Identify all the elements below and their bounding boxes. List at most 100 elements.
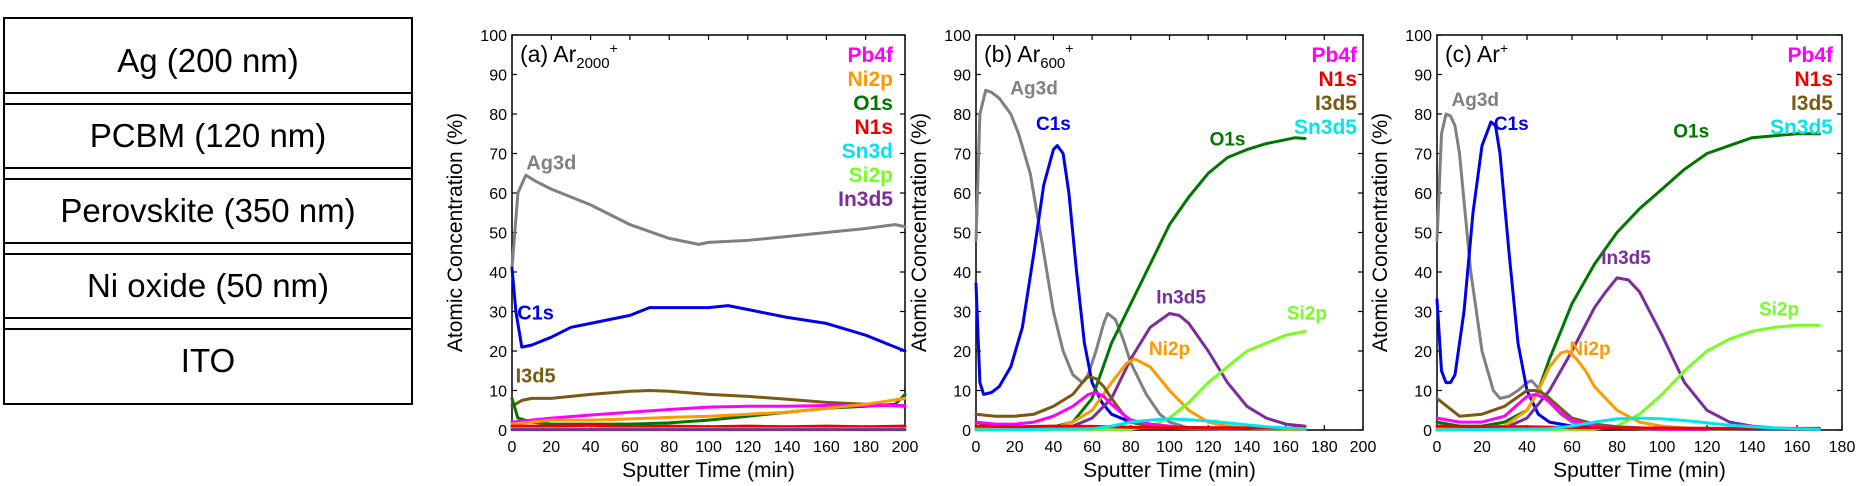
y-tick-label: 0: [1423, 423, 1432, 440]
annotation-ag3d: Ag3d: [1010, 78, 1058, 99]
y-tick-label: 20: [489, 344, 507, 361]
y-tick-label: 90: [489, 68, 507, 85]
legend-entry-sn3d: Sn3d: [842, 140, 893, 163]
series-line-ag3d: [1435, 112, 1821, 431]
x-tick-label: 160: [1272, 439, 1299, 456]
y-tick-label: 40: [953, 265, 971, 282]
x-tick-label: 40: [582, 439, 600, 456]
x-tick-label: 100: [1156, 439, 1183, 456]
series-line-si2p: [1435, 323, 1821, 432]
x-tick-label: 60: [621, 439, 639, 456]
x-tick-label: 100: [1649, 439, 1676, 456]
annotation-in3d5: In3d5: [1156, 288, 1206, 309]
series-line-sn3d5: [1435, 416, 1821, 432]
annotation-o1s: O1s: [1210, 130, 1246, 151]
x-tick-label: 120: [1694, 439, 1721, 456]
y-tick-label: 70: [1414, 147, 1432, 164]
legend-entry-si2p: Si2p: [849, 164, 893, 187]
y-tick-label: 50: [1414, 226, 1432, 243]
y-tick-label: 60: [489, 186, 507, 203]
y-tick-label: 80: [489, 107, 507, 124]
annotation-in3d5: In3d5: [1601, 248, 1651, 269]
annotation-ag3d: Ag3d: [1452, 90, 1500, 111]
series-line-o1s: [1435, 132, 1821, 428]
x-axis-label: Sputter Time (min): [1083, 459, 1256, 482]
annotation-si2p: Si2p: [1287, 303, 1327, 324]
layer-label: Perovskite (350 nm): [60, 192, 356, 229]
y-tick-label: 30: [489, 305, 507, 322]
annotation-ni2p: Ni2p: [1569, 339, 1610, 360]
series-line-c1s: [1435, 120, 1821, 431]
y-tick-label: 0: [962, 423, 971, 440]
y-tick-label: 80: [1414, 107, 1432, 124]
annotation-ni2p: Ni2p: [1149, 339, 1190, 360]
x-tick-label: 160: [1784, 439, 1811, 456]
series-line-sn3d5: [974, 417, 1307, 432]
chart-panel-c: 0 20 40 60 80 100 120 140 160 180 0 10 20 30 40 50 60 70 8…: [1369, 28, 1855, 482]
y-tick-label: 70: [489, 147, 507, 164]
y-tick-label: 10: [953, 384, 971, 401]
annotation-c1s: C1s: [517, 302, 554, 324]
x-tick-label: 80: [1122, 439, 1140, 456]
layer-ag: Ag (200 nm): [3, 17, 413, 105]
x-tick-label: 100: [695, 439, 722, 456]
x-tick-label: 0: [1433, 439, 1442, 456]
x-tick-label: 140: [1739, 439, 1766, 456]
layer-label: Ni oxide (50 nm): [86, 267, 330, 304]
legend-entry-sn3d5: Sn3d5: [1770, 116, 1833, 139]
annotation-o1s: O1s: [1673, 122, 1709, 143]
legend-entry-n1s: N1s: [854, 116, 893, 139]
series-line-ag3d: [510, 173, 907, 270]
x-tick-label: 200: [1350, 439, 1377, 456]
x-tick-label: 60: [1083, 439, 1101, 456]
legend-entry-in3d5: In3d5: [838, 188, 893, 211]
chart-panel-b: 0 20 40 60 80 100 120 140 160 180 200 0 10 20 30 40 50 60…: [908, 28, 1376, 482]
x-tick-label: 180: [1311, 439, 1338, 456]
series-line-ag3d: [974, 88, 1307, 431]
x-tick-label: 120: [734, 439, 761, 456]
y-tick-label: 20: [1414, 344, 1432, 361]
x-tick-label: 80: [1608, 439, 1626, 456]
series-line-ni2p: [974, 357, 1307, 431]
annotation-ag3d: Ag3d: [526, 152, 576, 174]
legend-entry-i3d5: I3d5: [1791, 92, 1833, 115]
series-line-c1s: [510, 266, 907, 353]
y-tick-label: 10: [1414, 384, 1432, 401]
panel-label: (c) Ar+: [1445, 40, 1508, 67]
x-tick-label: 180: [1829, 439, 1856, 456]
x-tick-label: 0: [972, 439, 981, 456]
layer-label: ITO: [180, 342, 236, 379]
x-tick-label: 180: [852, 439, 879, 456]
layer-perovskite: Perovskite (350 nm): [3, 167, 413, 255]
y-tick-label: 10: [489, 384, 507, 401]
x-tick-label: 80: [660, 439, 678, 456]
x-tick-label: 20: [1473, 439, 1491, 456]
layer-pcbm: PCBM (120 nm): [3, 92, 413, 180]
y-tick-label: 50: [489, 226, 507, 243]
layer-ito: ITO: [3, 317, 413, 405]
annotation-c1s: C1s: [1494, 114, 1529, 135]
legend-entry-pb4f: Pb4f: [1787, 44, 1834, 67]
legend-entry-sn3d5: Sn3d5: [1294, 116, 1357, 139]
x-axis-label: Sputter Time (min): [1553, 459, 1726, 482]
y-axis-label: Atomic Concentration (%): [908, 113, 931, 352]
y-tick-label: 90: [953, 68, 971, 85]
x-tick-label: 140: [1234, 439, 1261, 456]
legend-entry-ni2p: Ni2p: [847, 68, 893, 91]
chart-panel-a: 0 20 40 60 80 100 120 140 160 180 200 0 10 20 30 40 50 60…: [444, 28, 918, 482]
series-line-in3d5: [974, 312, 1307, 431]
legend-entry-i3d5: I3d5: [1315, 92, 1357, 115]
x-tick-label: 0: [508, 439, 517, 456]
annotation-si2p: Si2p: [1759, 299, 1799, 320]
y-tick-label: 90: [1414, 68, 1432, 85]
series-line-pb4f: [1435, 392, 1709, 431]
layer-ni-oxide: Ni oxide (50 nm): [3, 242, 413, 330]
x-axis-label: Sputter Time (min): [622, 459, 795, 482]
y-tick-label: 60: [1414, 186, 1432, 203]
legend-entry-n1s: N1s: [1794, 68, 1833, 91]
y-axis-label: Atomic Concentration (%): [1369, 113, 1392, 352]
x-tick-label: 140: [774, 439, 801, 456]
y-tick-label: 30: [1414, 305, 1432, 322]
y-tick-label: 40: [489, 265, 507, 282]
y-tick-label: 50: [953, 226, 971, 243]
